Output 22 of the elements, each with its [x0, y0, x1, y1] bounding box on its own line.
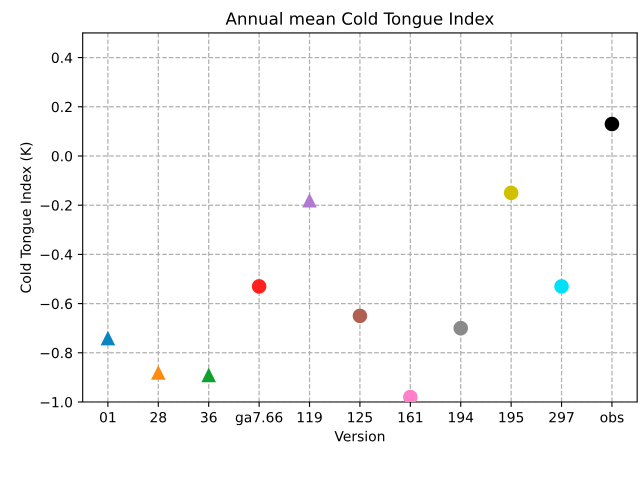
y-tick-label: −1.0: [40, 396, 72, 408]
x-tick-label: 297: [549, 412, 574, 422]
x-tick-label: obs: [600, 412, 624, 422]
x-tick-label: 194: [449, 412, 474, 422]
x-tick-label: 195: [499, 412, 524, 422]
x-tick-label: ga7.66: [236, 412, 282, 426]
chart-title: Annual mean Cold Tongue Index: [226, 12, 494, 28]
y-tick-label: −0.2: [40, 200, 72, 211]
x-tick-label: 28: [150, 412, 166, 422]
y-tick-label: −0.4: [40, 249, 72, 260]
x-tick-label: 01: [100, 412, 116, 422]
x-tick-label: 125: [348, 412, 372, 422]
y-tick-label: −0.6: [40, 298, 72, 310]
x-axis-title: Version: [334, 430, 384, 442]
y-tick-label: −0.8: [40, 348, 72, 358]
x-tick-label: 119: [298, 412, 322, 422]
y-tick-label: 0.4: [52, 52, 72, 64]
y-axis-title: Cold Tongue Index (K): [20, 142, 34, 293]
y-tick-label: 0.0: [52, 150, 72, 162]
x-tick-label: 36: [200, 412, 217, 422]
x-tick-label: 161: [398, 412, 422, 422]
y-tick-label: 0.2: [52, 102, 72, 112]
